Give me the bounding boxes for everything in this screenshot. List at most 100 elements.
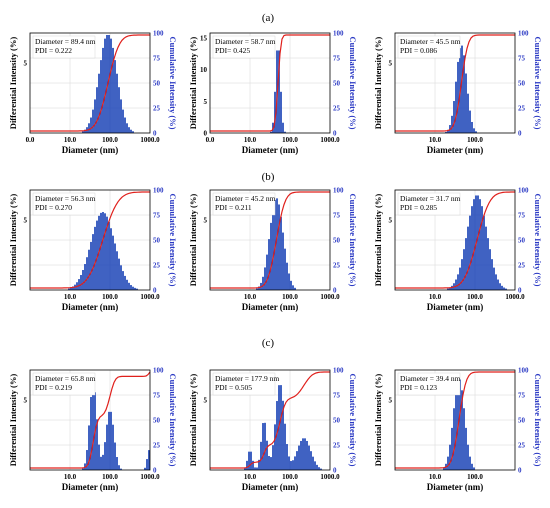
x-axis-label: Diameter (nm) <box>242 302 299 312</box>
plot-frame <box>29 32 151 134</box>
intensity-bar <box>471 463 473 470</box>
y-tick-label-right: 25 <box>518 442 526 450</box>
y-tick-label-right: 25 <box>333 442 341 450</box>
x-axis-label: Diameter (nm) <box>427 302 484 312</box>
intensity-bar <box>258 459 260 470</box>
annotation-background <box>397 372 461 396</box>
annotation-background <box>212 372 276 396</box>
intensity-bar <box>465 427 467 470</box>
intensity-bar <box>316 464 318 470</box>
y-axis-label-left: Differential Intensity (%) <box>8 194 18 287</box>
x-tick-label: 100.0 <box>467 136 483 144</box>
annotation-background <box>397 192 461 216</box>
x-tick-label: 1000.0 <box>320 473 340 481</box>
intensity-bar <box>82 270 84 290</box>
x-tick-label: 1000.0 <box>140 473 160 481</box>
intensity-bar <box>475 131 477 133</box>
x-tick-label: 1000.0 <box>320 293 340 301</box>
intensity-bar <box>266 440 268 470</box>
intensity-bar <box>100 60 102 133</box>
y-axis-label-left: Differential Intensity (%) <box>373 374 383 467</box>
intensity-bar <box>312 456 314 470</box>
annotation-background <box>32 35 96 59</box>
cumulative-curve <box>30 191 150 289</box>
intensity-bar <box>92 382 94 470</box>
annotation-text: Diameter = 45.5 nm <box>400 37 461 46</box>
intensity-bar <box>92 234 94 290</box>
intensity-bar <box>463 249 465 290</box>
y-tick-label-right: 0 <box>518 467 522 475</box>
intensity-bar <box>274 424 276 470</box>
intensity-bar <box>130 285 132 290</box>
intensity-bar <box>467 93 469 133</box>
intensity-bar <box>467 444 469 470</box>
y-tick-label-right: 100 <box>518 367 529 375</box>
y-tick-label-left: 5 <box>24 217 28 225</box>
y-axis-label-right: Cumulative Intensity (%) <box>168 193 178 286</box>
y-axis-label-right: Cumulative Intensity (%) <box>348 36 358 129</box>
intensity-bar <box>268 456 270 470</box>
annotation-text: Diameter = 58.7 nm <box>215 37 276 46</box>
x-tick-label: 1000.0 <box>505 293 525 301</box>
intensity-bar <box>497 279 499 290</box>
y-tick-label-left: 5 <box>389 397 393 405</box>
intensity-bar <box>256 288 258 290</box>
y-tick-label-right: 0 <box>333 130 337 138</box>
y-tick-label-right: 50 <box>333 80 341 88</box>
y-tick-label-left: 5 <box>204 98 208 106</box>
intensity-bar <box>112 47 114 133</box>
intensity-bar <box>469 215 471 290</box>
cumulative-curve <box>395 191 515 289</box>
x-tick-label: 100.0 <box>467 473 483 481</box>
x-tick-label: 10.0 <box>64 136 77 144</box>
intensity-bar <box>88 249 90 290</box>
y-tick-label-right: 0 <box>153 287 157 295</box>
intensity-bar <box>447 129 449 133</box>
intensity-bar <box>100 456 102 470</box>
annotation-text: Diameter = 56.3 nm <box>35 194 96 203</box>
y-tick-label-right: 100 <box>518 187 529 195</box>
y-tick-label-right: 75 <box>333 212 341 220</box>
y-tick-label-left: 5 <box>389 217 393 225</box>
intensity-bar <box>108 411 110 470</box>
intensity-bar <box>266 254 268 290</box>
intensity-bar <box>68 288 70 290</box>
intensity-bar <box>256 467 258 470</box>
intensity-bar <box>254 467 256 470</box>
intensity-bar <box>126 279 128 290</box>
cumulative-curve <box>30 34 150 132</box>
intensity-bar <box>94 99 96 133</box>
cumulative-curve <box>210 34 330 132</box>
y-tick-label-right: 0 <box>333 467 337 475</box>
plot-frame <box>394 369 516 471</box>
intensity-bar <box>495 274 497 290</box>
intensity-bar <box>260 441 262 470</box>
intensity-bar <box>146 459 148 470</box>
intensity-bar <box>92 109 94 133</box>
intensity-bar <box>487 238 489 290</box>
annotation-background <box>32 192 96 216</box>
intensity-bar <box>445 131 447 133</box>
intensity-bar <box>290 461 292 470</box>
plot-frame <box>209 189 331 291</box>
intensity-bar <box>136 288 138 290</box>
intensity-bar <box>278 204 280 290</box>
y-tick-label-left: 5 <box>204 397 208 405</box>
intensity-bar <box>501 285 503 290</box>
intensity-bar <box>94 226 96 290</box>
intensity-bar <box>282 232 284 290</box>
y-tick-label-right: 100 <box>153 367 164 375</box>
intensity-bar <box>461 45 463 133</box>
intensity-bar <box>449 444 451 470</box>
intensity-bar <box>86 450 88 470</box>
intensity-bar <box>288 273 290 290</box>
intensity-bar <box>304 438 306 470</box>
intensity-bar <box>276 401 278 470</box>
